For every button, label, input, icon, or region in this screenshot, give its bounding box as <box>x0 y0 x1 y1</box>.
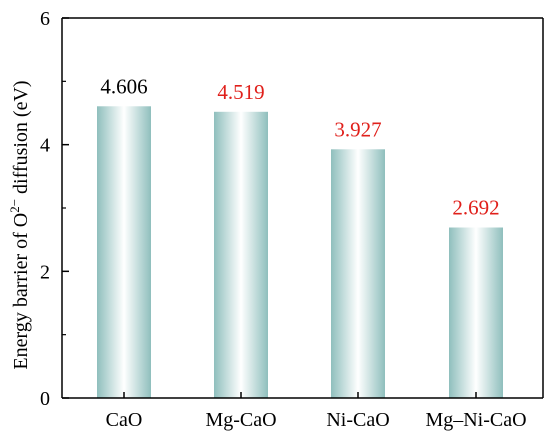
x-tick-label: CaO <box>106 409 143 431</box>
y-tick-label: 0 <box>40 388 50 410</box>
data-label: 4.519 <box>217 80 264 104</box>
y-tick-label: 6 <box>40 8 50 30</box>
x-tick-label: Mg-CaO <box>205 409 276 431</box>
x-tick-label: Mg–Ni-CaO <box>425 409 526 431</box>
y-tick-label: 4 <box>40 135 50 157</box>
y-axis-label: Energy barrier of O2− diffusion (eV) <box>7 80 32 369</box>
category-labels-group: CaO Mg-CaO Ni-CaO Mg–Ni-CaO <box>106 409 527 431</box>
bar-mg-cao <box>214 111 268 399</box>
bar-cao <box>97 106 151 398</box>
x-tick-label: Ni-CaO <box>326 409 389 431</box>
y-ticks-group: 0 2 4 6 <box>40 8 477 410</box>
y-axis-label-unit: diffusion (eV) <box>10 80 32 199</box>
data-label: 2.692 <box>452 196 499 220</box>
value-labels-group: 4.606 4.519 3.927 2.692 <box>100 74 499 219</box>
svg-text:Energy barrier of O2− diffusio: Energy barrier of O2− diffusion (eV) <box>7 80 32 369</box>
y-axis-label-main: Energy barrier of O <box>10 213 32 370</box>
data-label: 3.927 <box>334 117 381 141</box>
bar-ni-cao <box>331 149 385 398</box>
y-axis-label-superscript: 2− <box>7 199 22 213</box>
bar-mg-ni-cao <box>449 227 503 398</box>
data-label: 4.606 <box>100 74 147 98</box>
bars-group <box>97 106 503 399</box>
y-tick-label: 2 <box>40 261 50 283</box>
